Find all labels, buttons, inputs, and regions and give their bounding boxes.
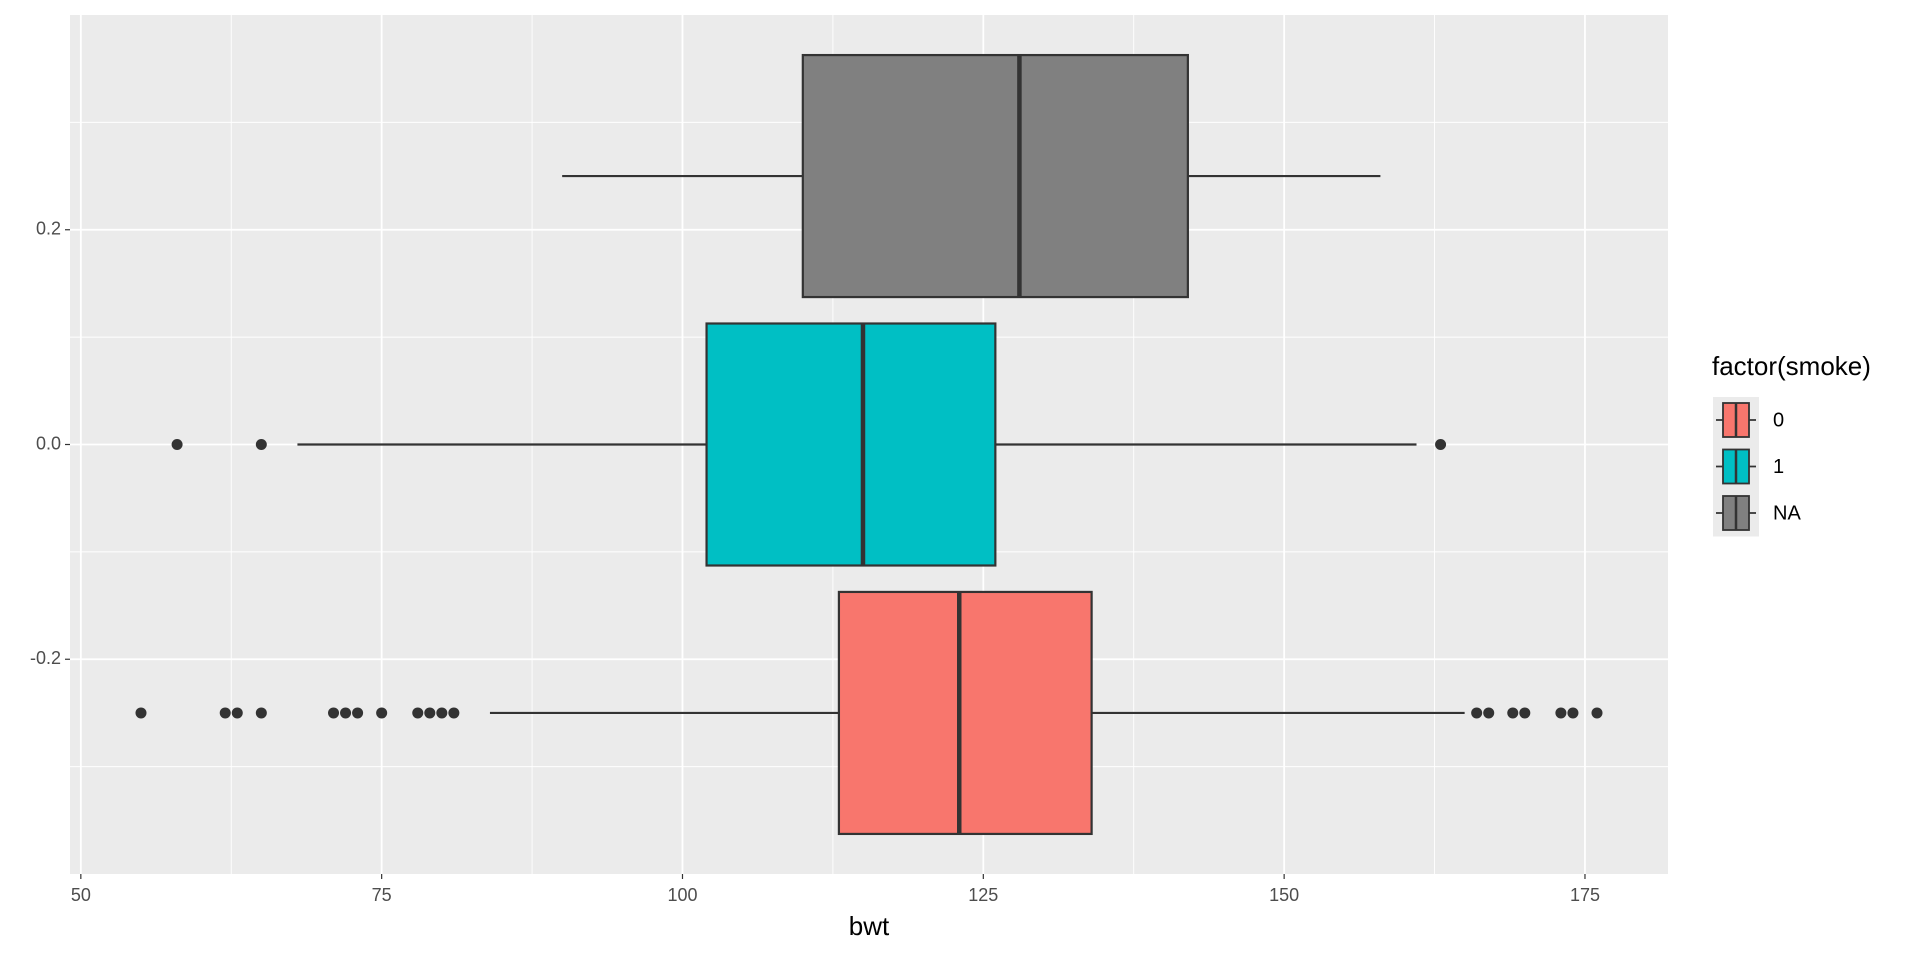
box <box>837 590 1093 836</box>
legend-label: 1 <box>1773 456 1784 478</box>
outlier <box>135 707 147 719</box>
outlier <box>1567 707 1579 719</box>
outlier <box>328 707 340 719</box>
outlier <box>171 439 183 450</box>
outlier <box>1435 439 1447 450</box>
x-tick-label: 150 <box>1269 885 1299 905</box>
outlier <box>1591 707 1603 719</box>
outlier <box>424 707 436 719</box>
x-tick-label: 100 <box>667 885 697 905</box>
outlier <box>255 707 267 719</box>
box <box>705 322 997 567</box>
outlier <box>231 707 243 719</box>
legend: 0 1 NA <box>1713 397 1801 537</box>
outlier <box>352 707 364 719</box>
outlier <box>1555 707 1567 719</box>
legend-label: 0 <box>1773 409 1784 431</box>
y-tick-label: -0.2 <box>30 648 61 668</box>
outlier <box>1507 707 1519 719</box>
outlier <box>1519 707 1531 719</box>
outlier <box>376 707 388 719</box>
outlier <box>340 707 352 719</box>
outlier <box>448 707 460 719</box>
outlier <box>436 707 448 719</box>
x-tick-label: 175 <box>1570 885 1600 905</box>
outlier <box>412 707 424 719</box>
x-axis-title: bwt <box>849 911 890 941</box>
box <box>801 53 1189 299</box>
outlier <box>255 439 267 450</box>
y-tick-label: 0.0 <box>36 433 61 453</box>
x-tick-label: 125 <box>968 885 998 905</box>
legend-label: NA <box>1773 502 1801 524</box>
legend-title: factor(smoke) <box>1712 351 1871 381</box>
x-tick-label: 75 <box>372 885 392 905</box>
plot-marks <box>135 53 1603 836</box>
y-tick-label: 0.2 <box>36 219 61 239</box>
x-tick-label: 50 <box>71 885 91 905</box>
outlier <box>1471 707 1483 719</box>
outlier <box>219 707 231 719</box>
outlier <box>1483 707 1495 719</box>
